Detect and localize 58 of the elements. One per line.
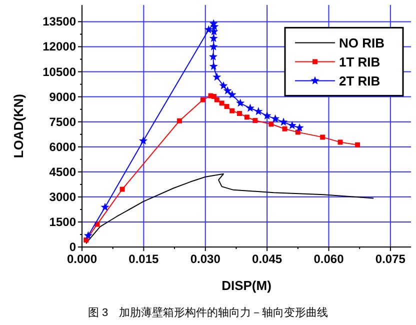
point [214, 97, 220, 102]
point [224, 104, 230, 109]
point [262, 111, 272, 120]
point [244, 114, 250, 120]
x-axis-title: DISP(M) [222, 278, 272, 293]
point [320, 134, 326, 140]
point [84, 237, 89, 242]
legend-label: NO RIB [339, 36, 384, 51]
point [204, 25, 213, 34]
point [295, 123, 304, 132]
x-tick-label: 0.015 [128, 252, 160, 266]
point [223, 86, 232, 94]
legend-label: 2T RIB [339, 74, 380, 89]
point [219, 100, 224, 106]
y-tick-label: 0 [69, 240, 76, 254]
point [338, 140, 343, 145]
legend-label: 1T RIB [339, 54, 380, 70]
point [209, 42, 218, 50]
point [209, 62, 218, 70]
y-tick-label: 10500 [42, 64, 76, 79]
caption: 图 3 加肋薄壁箱形构件的轴向力－轴向变形曲线 [88, 306, 328, 319]
x-tick-label: 0.000 [66, 252, 98, 266]
point [355, 142, 360, 148]
point [200, 97, 206, 102]
y-tick-label: 6000 [49, 140, 76, 154]
y-tick-label: 7500 [49, 114, 76, 129]
point [288, 121, 296, 130]
point [279, 118, 288, 126]
point [246, 104, 254, 112]
y-tick-label: 9000 [49, 90, 76, 104]
x-tick-label: 0.075 [375, 252, 406, 266]
point [219, 81, 228, 90]
x-tick-label: 0.030 [190, 252, 221, 266]
point [252, 118, 258, 123]
point [268, 122, 274, 127]
point [228, 90, 236, 98]
point [212, 72, 222, 81]
point [120, 186, 125, 192]
point [139, 136, 148, 144]
point [236, 98, 245, 107]
y-axis-title: LOAD(KN) [11, 94, 26, 158]
point [176, 118, 182, 124]
point [230, 108, 235, 114]
point [100, 202, 110, 211]
y-tick-label: 3000 [49, 190, 76, 204]
y-tick-label: 4500 [49, 164, 76, 179]
y-tick-label: 1500 [49, 214, 76, 229]
point [237, 110, 242, 116]
point [254, 106, 263, 116]
y-tick-label: 13500 [42, 14, 76, 29]
point [208, 52, 218, 60]
x-tick-label: 0.060 [314, 252, 344, 266]
point [271, 114, 280, 122]
point [282, 126, 288, 132]
point [209, 34, 218, 42]
point [84, 231, 92, 240]
x-tick-label: 0.045 [252, 252, 282, 266]
y-tick-label: 12000 [42, 40, 76, 54]
